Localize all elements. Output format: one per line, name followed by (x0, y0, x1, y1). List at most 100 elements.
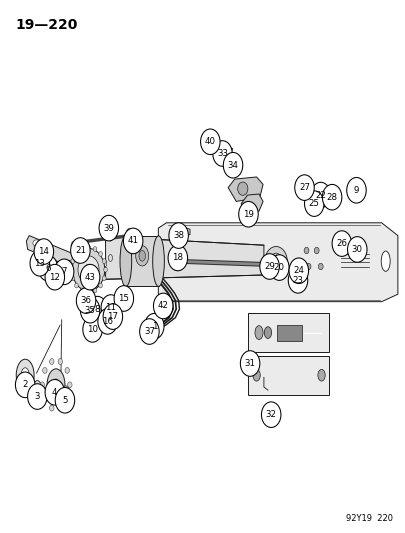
Circle shape (269, 255, 288, 280)
Circle shape (80, 288, 83, 293)
Polygon shape (241, 194, 262, 213)
Text: 32: 32 (265, 410, 276, 419)
Bar (276, 325, 301, 341)
Ellipse shape (36, 385, 39, 391)
Circle shape (240, 351, 259, 376)
Ellipse shape (269, 253, 281, 269)
Polygon shape (126, 236, 158, 287)
Ellipse shape (264, 327, 271, 338)
Text: 22: 22 (314, 191, 326, 199)
Circle shape (168, 223, 188, 248)
Circle shape (310, 182, 330, 208)
Text: 14: 14 (38, 247, 49, 256)
Circle shape (70, 238, 90, 263)
Circle shape (168, 245, 187, 271)
Circle shape (153, 293, 173, 319)
Text: 15: 15 (118, 294, 129, 303)
Circle shape (58, 405, 62, 411)
Circle shape (93, 247, 97, 252)
FancyBboxPatch shape (247, 313, 328, 352)
Circle shape (114, 286, 133, 311)
Text: 23: 23 (292, 276, 303, 285)
Circle shape (259, 254, 279, 279)
Polygon shape (228, 177, 262, 201)
Text: 12: 12 (49, 273, 60, 281)
Ellipse shape (135, 246, 148, 266)
Ellipse shape (62, 386, 69, 399)
Ellipse shape (313, 247, 318, 254)
Circle shape (238, 201, 258, 227)
Circle shape (80, 264, 100, 290)
Ellipse shape (126, 229, 132, 238)
Circle shape (99, 215, 118, 241)
Circle shape (103, 304, 122, 329)
Ellipse shape (120, 236, 131, 287)
Circle shape (80, 247, 83, 252)
Ellipse shape (303, 247, 308, 254)
Circle shape (123, 228, 143, 254)
Text: 38: 38 (173, 231, 184, 240)
Circle shape (43, 367, 47, 373)
Circle shape (34, 239, 53, 264)
Circle shape (28, 384, 47, 409)
Text: 33: 33 (216, 149, 228, 158)
Circle shape (80, 297, 100, 323)
Ellipse shape (380, 251, 389, 271)
Text: 18: 18 (172, 254, 183, 262)
Text: 26: 26 (335, 239, 347, 248)
Text: 29: 29 (264, 262, 274, 271)
Ellipse shape (152, 236, 164, 287)
Polygon shape (158, 223, 397, 302)
Text: 34: 34 (227, 161, 238, 169)
Circle shape (223, 152, 242, 178)
Circle shape (76, 288, 96, 313)
Text: 40: 40 (204, 138, 215, 146)
Text: 25: 25 (308, 199, 319, 208)
Circle shape (84, 264, 92, 275)
Polygon shape (67, 260, 82, 272)
Circle shape (75, 252, 78, 256)
Circle shape (30, 251, 49, 276)
Circle shape (72, 248, 104, 291)
Text: 7: 7 (61, 268, 67, 276)
Circle shape (261, 402, 280, 427)
Text: 30: 30 (351, 245, 362, 254)
Circle shape (102, 259, 106, 263)
Ellipse shape (264, 246, 287, 276)
Circle shape (288, 258, 308, 284)
Circle shape (200, 129, 220, 155)
Ellipse shape (318, 263, 322, 270)
Circle shape (83, 317, 102, 342)
Text: 19: 19 (243, 210, 253, 219)
Ellipse shape (237, 182, 247, 196)
Text: 2: 2 (22, 381, 28, 389)
Circle shape (49, 405, 54, 411)
Circle shape (49, 359, 54, 365)
Ellipse shape (47, 369, 65, 401)
Text: 28: 28 (326, 193, 337, 201)
Ellipse shape (16, 359, 34, 391)
Text: 17: 17 (107, 312, 118, 321)
Ellipse shape (33, 381, 41, 395)
Text: 11: 11 (105, 303, 116, 312)
Circle shape (87, 290, 90, 295)
Ellipse shape (254, 326, 262, 340)
Circle shape (87, 245, 90, 249)
Ellipse shape (317, 369, 324, 381)
Circle shape (288, 268, 307, 293)
Text: 35: 35 (84, 306, 96, 314)
Circle shape (212, 141, 232, 166)
Text: 37: 37 (143, 327, 155, 336)
Text: 92Y19  220: 92Y19 220 (345, 514, 392, 523)
Circle shape (78, 256, 99, 284)
Text: 36: 36 (80, 296, 92, 305)
Ellipse shape (33, 240, 40, 246)
Circle shape (102, 276, 106, 281)
FancyBboxPatch shape (247, 356, 328, 395)
Text: 4: 4 (52, 388, 58, 397)
Ellipse shape (108, 255, 112, 261)
Polygon shape (26, 236, 76, 268)
Text: 5: 5 (62, 396, 68, 405)
Circle shape (40, 382, 45, 388)
Text: 43: 43 (84, 273, 96, 281)
